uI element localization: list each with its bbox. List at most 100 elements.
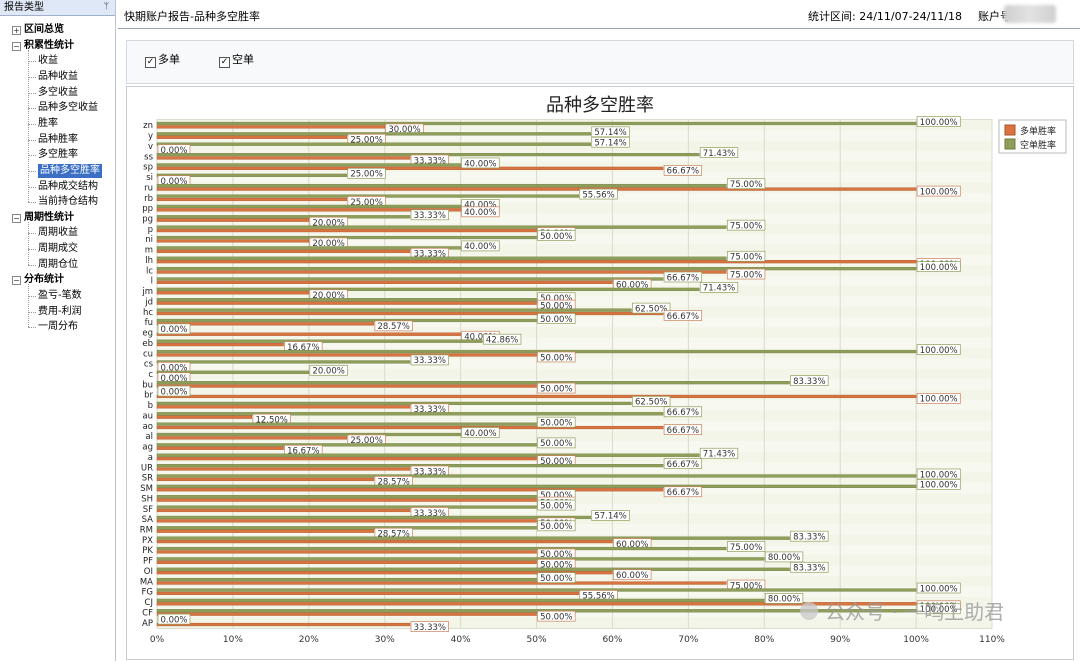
long-bar xyxy=(156,239,310,243)
category-label: ag xyxy=(142,443,153,453)
long-bar xyxy=(156,197,347,202)
tree-item-3[interactable]: 品种收益 xyxy=(38,70,78,82)
tree-item-6[interactable]: 胜率 xyxy=(38,117,58,129)
short-data-label-box xyxy=(461,427,500,438)
sidebar: 报告类型 ᛘ 区间总览 + 积累性统计 − 收益 品种收益 多空收益 品种多空收益 胜率 品种胜率… xyxy=(0,0,116,661)
long-data-label-box xyxy=(537,610,576,622)
long-bar xyxy=(156,508,411,513)
category-label: ao xyxy=(143,422,153,432)
category-label: cs xyxy=(144,360,154,370)
short-data-label-box xyxy=(410,209,449,221)
long-bar xyxy=(156,280,613,284)
short-data-label-box xyxy=(699,447,739,459)
tree-item-11[interactable]: 当前持仓结构 xyxy=(38,196,98,208)
short-checkbox[interactable]: ✓ 空单 xyxy=(219,53,254,68)
x-tick-label: 40% xyxy=(451,635,471,645)
tree-item-5[interactable]: 品种多空收益 xyxy=(38,102,98,114)
short-data-label: 40.00% xyxy=(464,201,496,211)
short-data-label: 62.50% xyxy=(635,398,667,408)
tree-item-9[interactable]: 品种多空胜率 xyxy=(38,163,102,178)
tree-group-0[interactable]: 区间总览 xyxy=(24,24,64,35)
tree-item-18[interactable]: 费用-利润 xyxy=(38,305,82,317)
tree-item-15[interactable]: 周期仓位 xyxy=(38,258,78,270)
long-bar xyxy=(156,311,664,316)
short-data-label-box xyxy=(663,271,703,283)
short-data-label: 71.43% xyxy=(703,450,735,460)
tree-item-4[interactable]: 多空收益 xyxy=(38,86,78,98)
short-data-label-box xyxy=(591,126,630,138)
pin-icon[interactable]: ᛘ xyxy=(103,2,109,12)
short-data-label-box xyxy=(591,510,630,521)
long-data-label: 25.00% xyxy=(350,436,382,446)
long-data-label: 60.00% xyxy=(616,540,648,550)
category-label: PX xyxy=(142,536,153,546)
short-bar xyxy=(156,298,537,302)
long-data-label: 40.00% xyxy=(464,333,496,343)
long-data-label: 0.00% xyxy=(160,364,187,374)
short-bar xyxy=(156,318,537,323)
long-bar xyxy=(156,249,411,253)
category-label: SF xyxy=(143,505,153,515)
tree-group-16[interactable]: 分布统计 xyxy=(24,274,64,286)
long-data-label: 28.57% xyxy=(377,478,409,488)
short-data-label-box xyxy=(916,344,961,355)
short-bar xyxy=(156,422,537,426)
short-data-label-box xyxy=(699,282,739,293)
collapse-icon[interactable]: − xyxy=(12,276,21,286)
long-bar xyxy=(156,291,310,295)
short-bar xyxy=(156,225,727,229)
short-data-label-box xyxy=(461,157,500,169)
tree-item-17[interactable]: 盈亏-笔数 xyxy=(38,290,82,302)
legend-swatch-short xyxy=(1004,138,1016,150)
short-data-label-box xyxy=(726,541,766,552)
tree-item-7[interactable]: 品种胜率 xyxy=(38,133,78,145)
account-label: 账户号 xyxy=(978,10,1011,23)
long-checkbox[interactable]: ✓ 多单 xyxy=(145,53,180,68)
short-bar xyxy=(156,287,700,291)
tree-group-1[interactable]: 积累性统计 xyxy=(24,39,74,51)
collapse-icon[interactable]: − xyxy=(12,41,21,51)
row-band xyxy=(157,182,992,193)
x-tick-label: 110% xyxy=(979,635,1005,645)
long-bar xyxy=(156,270,727,274)
collapse-icon[interactable]: − xyxy=(12,213,21,223)
legend-label-long: 多单胜率 xyxy=(1020,125,1056,137)
long-data-label-box xyxy=(916,393,961,404)
long-data-label: 16.67% xyxy=(287,447,319,457)
long-data-label: 50.00% xyxy=(540,457,572,467)
long-data-label: 75.00% xyxy=(730,270,762,280)
short-data-label-box xyxy=(699,147,739,158)
tree-connector xyxy=(28,49,29,203)
tree-item-2[interactable]: 收益 xyxy=(38,55,58,67)
x-tick-label: 10% xyxy=(223,635,243,645)
short-data-label-box xyxy=(157,385,191,397)
long-data-label-box xyxy=(410,621,449,632)
tree-connector xyxy=(28,202,36,204)
short-data-label-box xyxy=(579,188,618,200)
short-bar xyxy=(156,526,537,530)
expand-icon[interactable]: + xyxy=(12,26,21,35)
row-band xyxy=(157,596,992,608)
tree-item-10[interactable]: 品种成交结构 xyxy=(38,180,98,192)
short-data-label-box xyxy=(663,406,703,418)
category-label: l xyxy=(151,277,153,287)
long-bar xyxy=(156,228,537,233)
short-data-label-box xyxy=(916,478,961,490)
sidebar-header: 报告类型 ᛘ xyxy=(0,0,115,16)
short-data-label-box xyxy=(410,354,449,366)
long-bar xyxy=(156,425,664,430)
long-data-label-box xyxy=(726,268,766,280)
tree-connector xyxy=(28,123,36,125)
long-bar xyxy=(156,571,613,575)
row-band xyxy=(157,410,992,421)
tree-item-19[interactable]: 一周分布 xyxy=(38,321,78,333)
long-data-label: 33.33% xyxy=(414,250,446,260)
short-data-label: 71.43% xyxy=(703,149,735,159)
short-bar xyxy=(156,121,917,126)
long-data-label: 60.00% xyxy=(616,571,648,581)
tree-item-13[interactable]: 周期收益 xyxy=(38,227,78,239)
tree-item-8[interactable]: 多空胜率 xyxy=(38,149,78,161)
long-bar xyxy=(156,436,347,440)
tree-group-12[interactable]: 周期性统计 xyxy=(24,211,74,223)
tree-item-14[interactable]: 周期成交 xyxy=(38,243,78,255)
